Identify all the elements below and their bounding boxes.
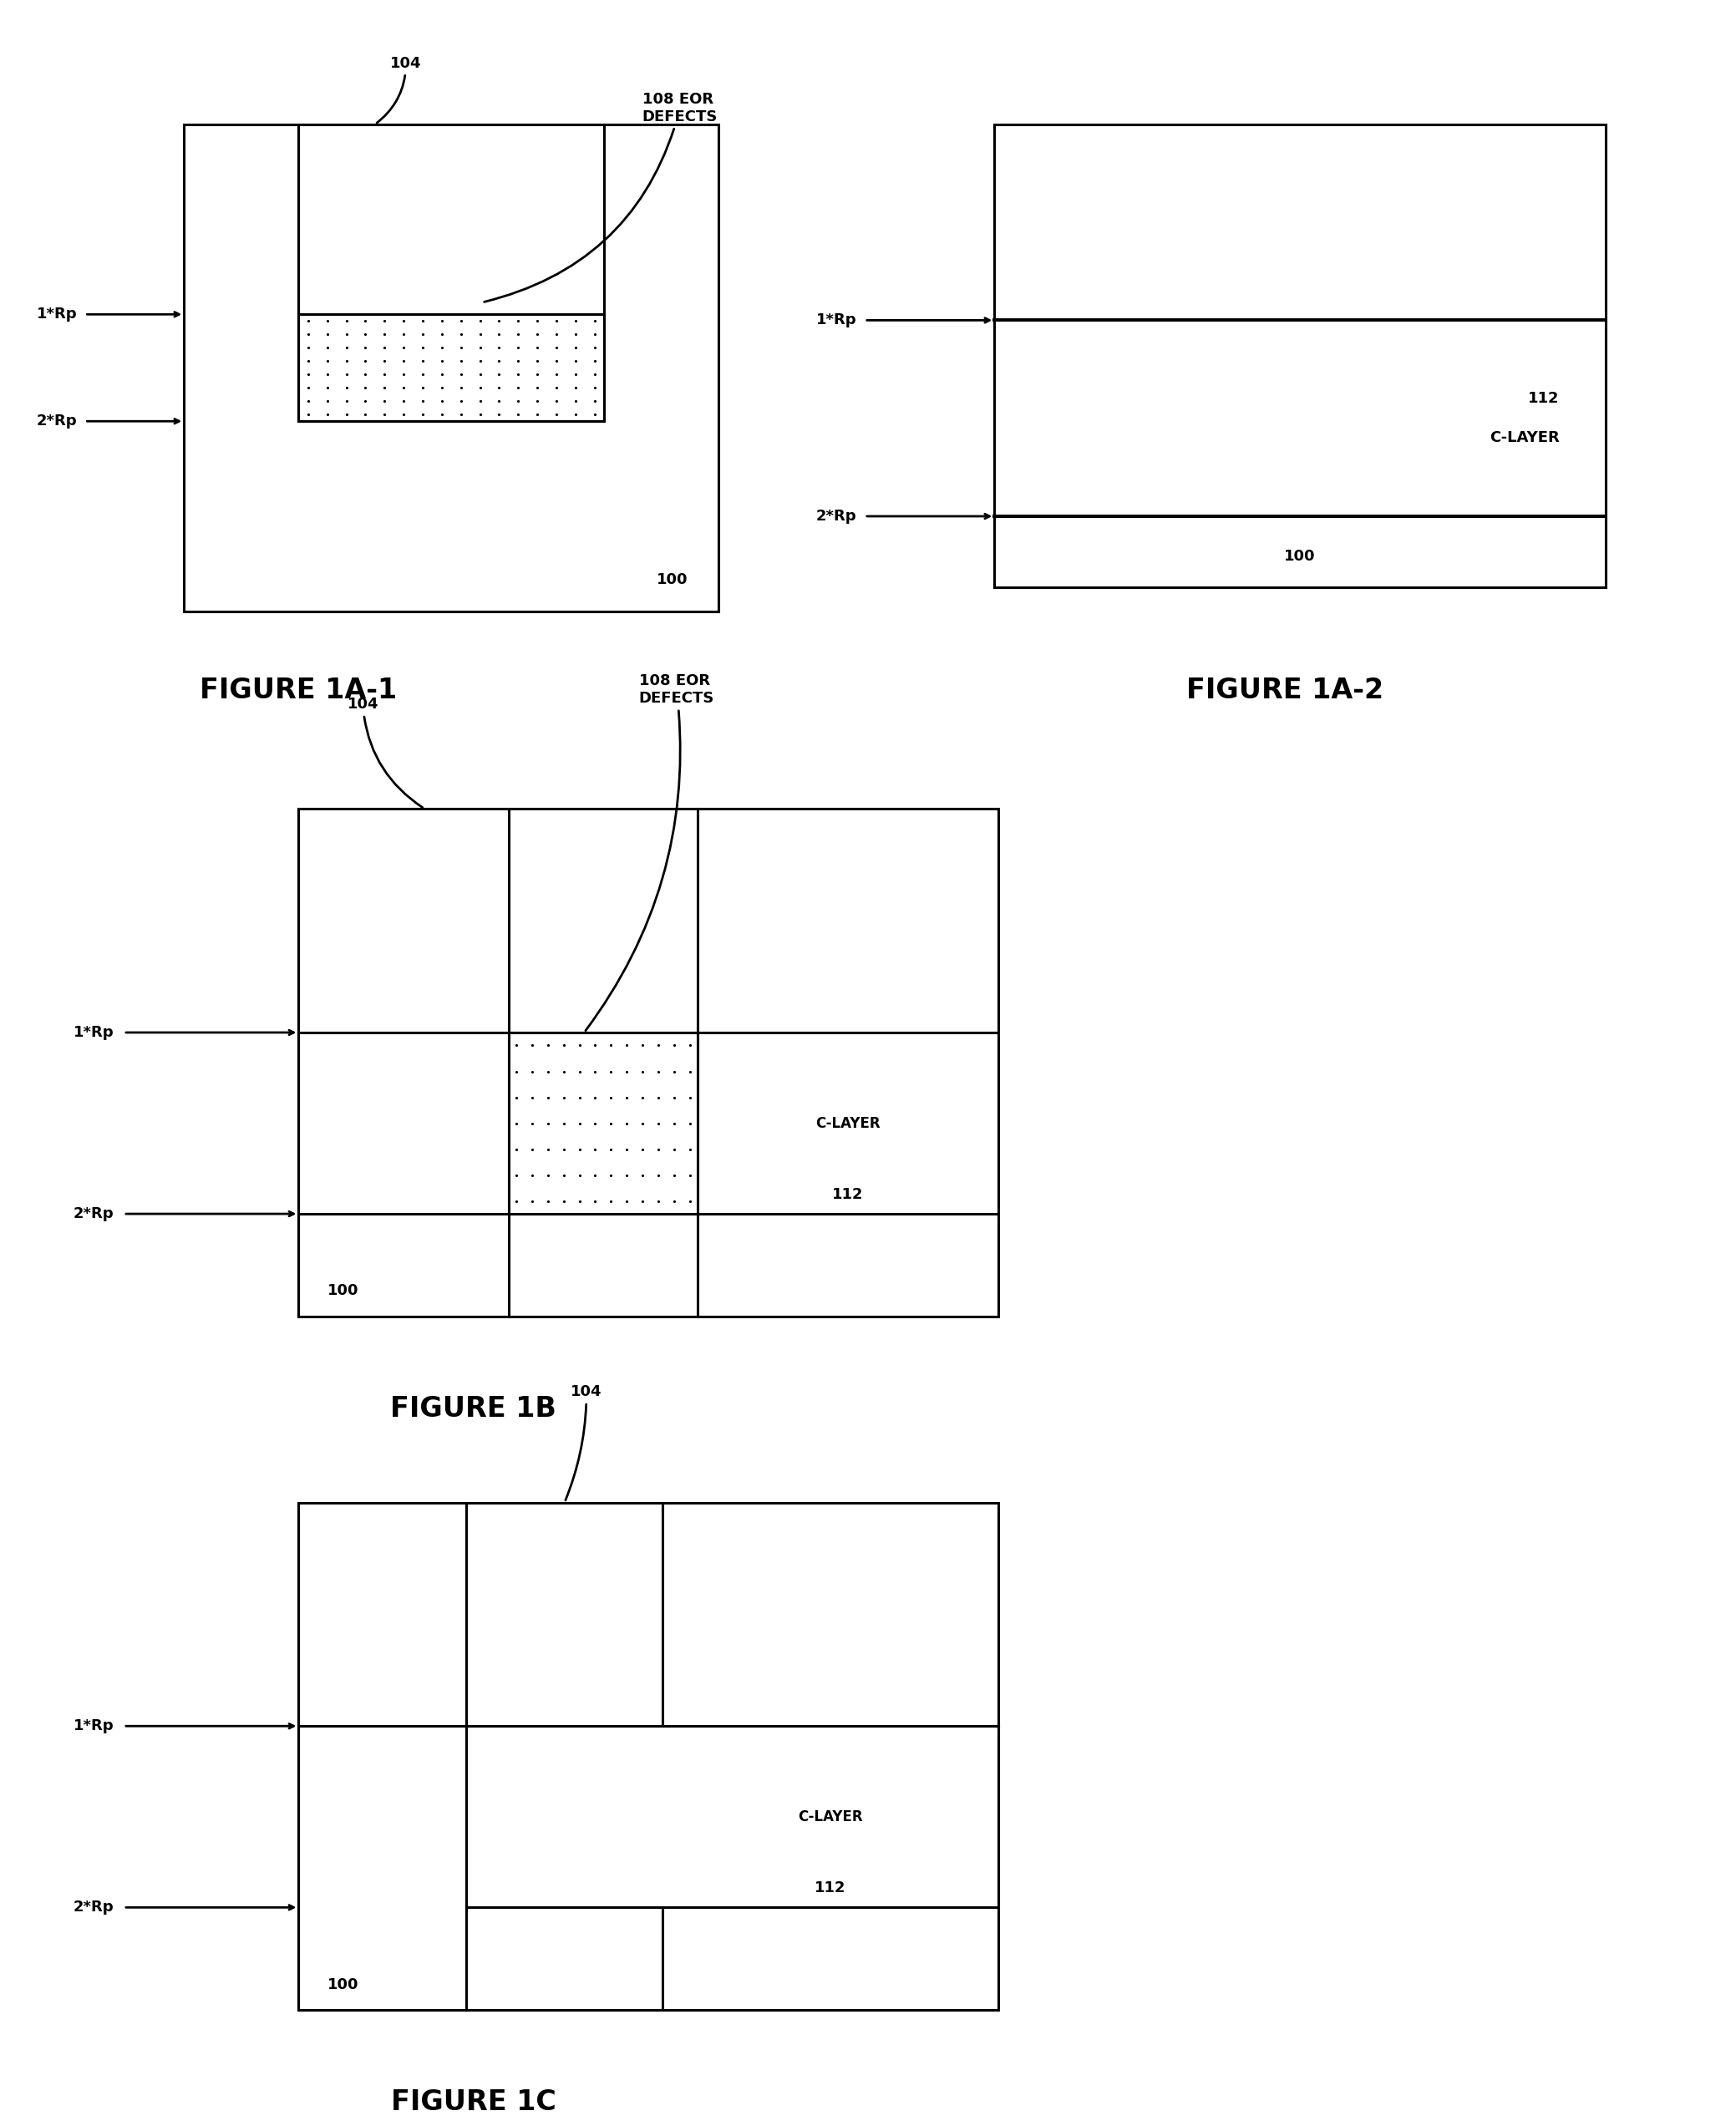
Bar	[184, 125, 719, 611]
Text: 112: 112	[832, 1188, 865, 1203]
Text: FIGURE 1A-2: FIGURE 1A-2	[1186, 677, 1384, 704]
Text: 108 EOR
DEFECTS: 108 EOR DEFECTS	[585, 674, 713, 1031]
Text: C-LAYER: C-LAYER	[816, 1116, 880, 1130]
Text: 108 EOR
DEFECTS: 108 EOR DEFECTS	[484, 91, 717, 301]
Text: 100: 100	[328, 1977, 359, 1992]
Text: 100: 100	[1285, 549, 1316, 564]
Text: FIGURE 1A-1: FIGURE 1A-1	[200, 677, 398, 704]
Bar	[467, 1726, 998, 1907]
Bar	[299, 125, 604, 422]
Text: 1*Rp: 1*Rp	[73, 1718, 115, 1733]
Text: 1*Rp: 1*Rp	[36, 308, 76, 322]
Text: 2*Rp: 2*Rp	[816, 509, 858, 524]
Text: 112: 112	[814, 1881, 845, 1896]
Text: 100: 100	[656, 573, 687, 588]
Text: 2*Rp: 2*Rp	[36, 414, 76, 428]
Bar	[995, 125, 1606, 588]
Text: 104: 104	[566, 1385, 602, 1500]
Text: 104: 104	[347, 698, 422, 808]
Text: 1*Rp: 1*Rp	[73, 1024, 115, 1039]
Text: C-LAYER: C-LAYER	[1489, 431, 1559, 445]
Bar	[299, 808, 998, 1317]
Text: FIGURE 1C: FIGURE 1C	[391, 2089, 556, 2117]
Text: C-LAYER: C-LAYER	[799, 1809, 863, 1824]
Text: 112: 112	[1528, 392, 1559, 407]
Text: 2*Rp: 2*Rp	[73, 1207, 115, 1222]
Bar	[299, 314, 604, 422]
Text: 100: 100	[328, 1283, 359, 1298]
Bar	[509, 1033, 698, 1213]
Text: 2*Rp: 2*Rp	[73, 1900, 115, 1915]
Text: FIGURE 1B: FIGURE 1B	[391, 1396, 557, 1423]
Text: 104: 104	[377, 55, 422, 123]
Text: 1*Rp: 1*Rp	[816, 312, 858, 329]
Bar	[299, 1502, 998, 2011]
